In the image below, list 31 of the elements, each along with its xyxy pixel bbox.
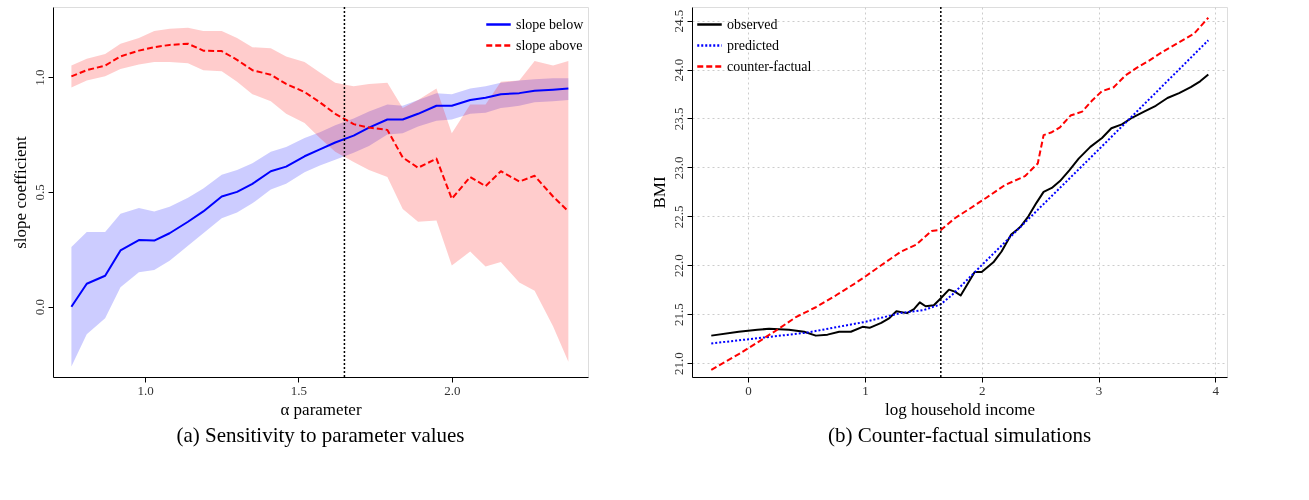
y-tick-label: 23.5	[670, 107, 686, 131]
legend-label: counter-factual	[727, 58, 812, 74]
x-tick-label: 2	[978, 382, 986, 398]
x-tick-label: 1.0	[137, 382, 154, 398]
y-tick-label: 22.0	[670, 254, 686, 278]
y-tick-label: 23.0	[670, 156, 686, 180]
legend-label: slope below	[516, 16, 585, 32]
line-series	[70, 87, 570, 308]
x-tick-label: 3	[1095, 382, 1103, 398]
text: (b) Counter-factual simulations	[827, 423, 1092, 447]
y-axis-title: slope coefficient	[10, 135, 30, 249]
y-tick-label: 24.5	[670, 9, 686, 33]
y-axis-title: BMI	[649, 176, 669, 209]
legend-label: observed	[727, 16, 778, 32]
y-tick-label: 0.0	[31, 299, 47, 316]
x-tick-label: 1	[862, 382, 869, 398]
legend-label: predicted	[727, 37, 780, 53]
x-axis-title: log household income	[884, 399, 1036, 419]
x-axis-title: α parameter	[280, 399, 362, 419]
x-tick-label: 2.0	[444, 382, 461, 398]
legend-label: slope above	[516, 37, 583, 53]
x-tick-label: 4	[1212, 382, 1220, 398]
y-tick-label: 0.5	[31, 184, 47, 201]
x-tick-label: 0	[745, 382, 752, 398]
y-tick-label: 21.5	[670, 303, 686, 326]
y-tick-label: 22.5	[670, 205, 686, 229]
y-tick-label: 24.0	[670, 58, 686, 82]
x-tick-label: 1.5	[290, 382, 308, 398]
text: (a) Sensitivity to parameter values	[176, 423, 465, 447]
y-tick-label: 1.0	[31, 69, 47, 86]
y-tick-label: 21.0	[670, 352, 686, 375]
